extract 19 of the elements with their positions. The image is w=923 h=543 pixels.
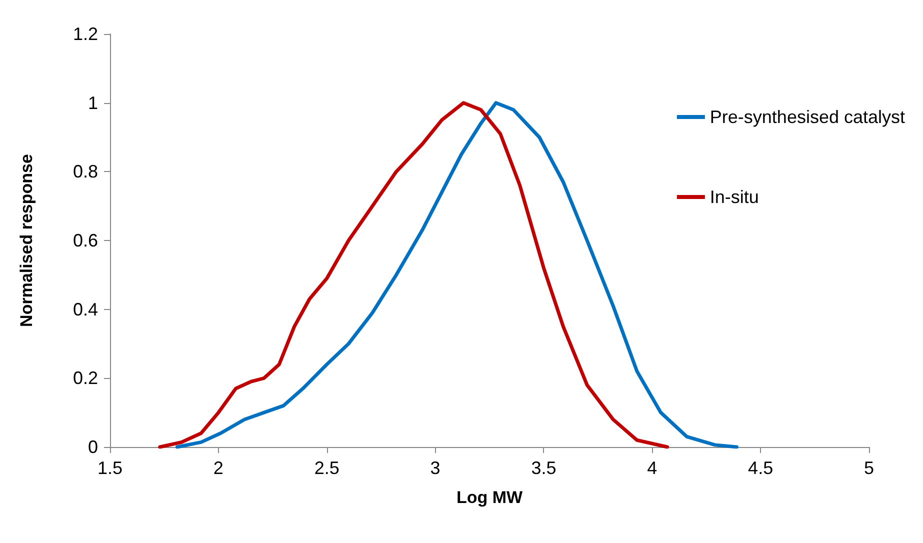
- x-tick-label: 5: [864, 458, 874, 478]
- x-tick-label: 4.5: [748, 458, 774, 478]
- x-tick-label: 4: [647, 458, 658, 478]
- legend-label: In-situ: [710, 187, 759, 207]
- y-tick-label: 1: [88, 92, 98, 113]
- y-tick-label: 0.2: [72, 368, 98, 388]
- y-tick-label: 0.6: [72, 230, 98, 250]
- x-tick-label: 2: [213, 458, 224, 478]
- y-tick-label: 0: [88, 437, 98, 457]
- y-tick-label: 0.4: [72, 299, 98, 320]
- x-tick-label: 1.5: [97, 458, 123, 478]
- y-tick-label: 1.2: [72, 24, 98, 44]
- y-axis-title: Normalised response: [17, 154, 36, 327]
- x-tick-label: 3.5: [531, 458, 556, 478]
- x-tick-label: 2.5: [314, 458, 340, 478]
- legend-label: Pre-synthesised catalyst: [710, 107, 906, 127]
- x-axis-title: Log MW: [456, 488, 524, 507]
- x-tick-label: 3: [430, 458, 440, 478]
- y-tick-label: 0.8: [72, 162, 98, 182]
